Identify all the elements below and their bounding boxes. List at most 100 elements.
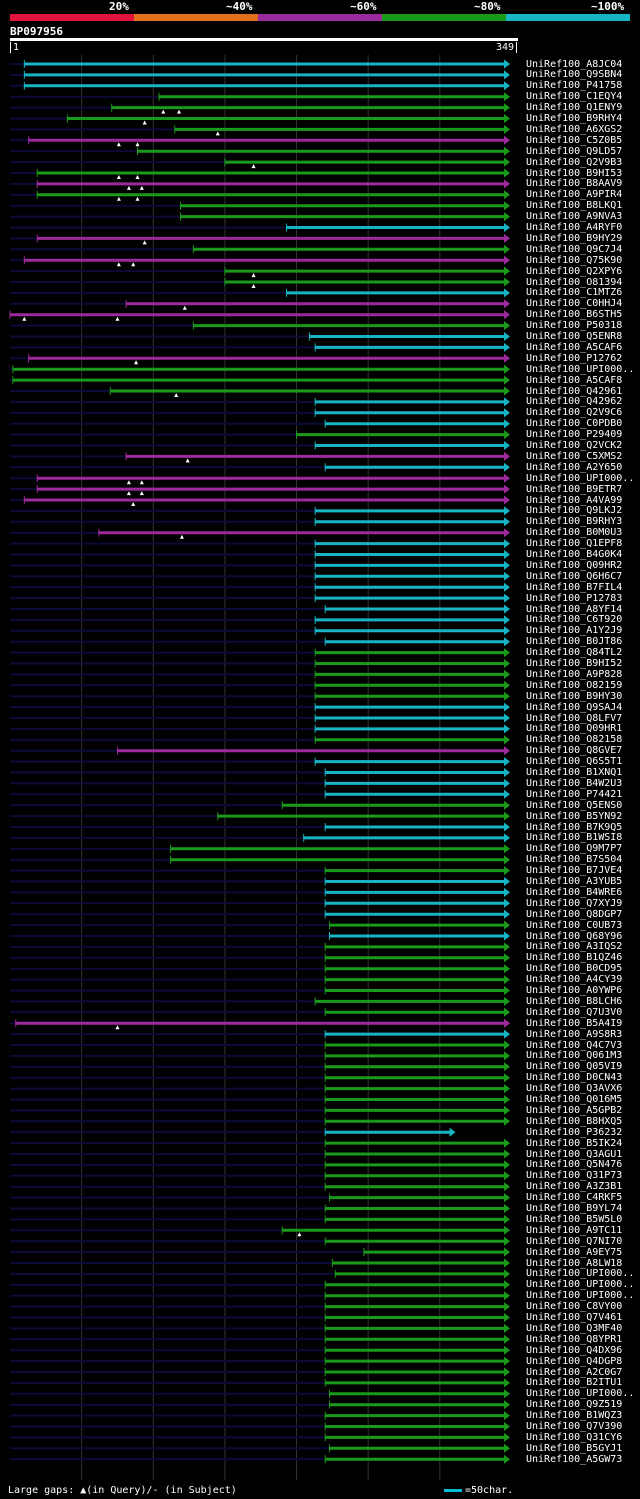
hit-label[interactable]: UniRef100_Q016M5 xyxy=(526,1094,623,1105)
hit-label[interactable]: UniRef100_Q9LKJ2 xyxy=(526,505,623,517)
hit-label[interactable]: UniRef100_UPI000.. xyxy=(526,1290,635,1302)
hit-label[interactable]: UniRef100_Q1ENY9 xyxy=(526,102,623,114)
hit-label[interactable]: UniRef100_Q061M3 xyxy=(526,1050,623,1062)
hit-label[interactable]: UniRef100_Q31P73 xyxy=(526,1170,623,1182)
hit-label[interactable]: UniRef100_O82159 xyxy=(526,679,623,691)
hit-label[interactable]: UniRef100_Q8DGP7 xyxy=(526,908,623,920)
hit-label[interactable]: UniRef100_Q8GVE7 xyxy=(526,745,623,757)
hit-label[interactable]: UniRef100_B8AAV9 xyxy=(526,178,623,190)
hit-label[interactable]: UniRef100_Q4DGP8 xyxy=(526,1355,623,1367)
hit-label[interactable]: UniRef100_Q7NI70 xyxy=(526,1235,623,1247)
hit-label[interactable]: UniRef100_A5GW73 xyxy=(526,1453,623,1465)
hit-label[interactable]: UniRef100_B8LKQ1 xyxy=(526,200,623,212)
hit-label[interactable]: UniRef100_UPI000.. xyxy=(526,363,635,375)
hit-label[interactable]: UniRef100_B8LCH6 xyxy=(526,995,623,1007)
hit-label[interactable]: UniRef100_C0HHJ4 xyxy=(526,298,623,310)
hit-label[interactable]: UniRef100_Q1EPF8 xyxy=(526,538,623,550)
hit-label[interactable]: UniRef100_O81394 xyxy=(526,276,623,288)
hit-label[interactable]: UniRef100_P74421 xyxy=(526,788,623,800)
hit-label[interactable]: UniRef100_Q7V390 xyxy=(526,1421,623,1432)
hit-label[interactable]: UniRef100_UPI000.. xyxy=(526,472,635,484)
hit-label[interactable]: UniRef100_C5XMS2 xyxy=(526,450,623,462)
hit-label[interactable]: UniRef100_B7JVE4 xyxy=(526,865,623,877)
hit-label[interactable]: UniRef100_C4RKF5 xyxy=(526,1192,623,1204)
hit-label[interactable]: UniRef100_B9RHY3 xyxy=(526,516,623,528)
hit-label[interactable]: UniRef100_C5Z0B5 xyxy=(526,134,623,146)
hit-label[interactable]: UniRef100_A5CAF8 xyxy=(526,374,623,386)
hit-label[interactable]: UniRef100_A2C0G7 xyxy=(526,1366,623,1378)
hit-label[interactable]: UniRef100_Q3AVX6 xyxy=(526,1083,623,1095)
hit-label[interactable]: UniRef100_Q9Z519 xyxy=(526,1399,623,1411)
hit-label[interactable]: UniRef100_UPI000.. xyxy=(526,1388,635,1400)
hit-label[interactable]: UniRef100_Q8LFV7 xyxy=(526,712,623,724)
hit-label[interactable]: UniRef100_Q9M7P7 xyxy=(526,843,623,855)
hit-label[interactable]: UniRef100_UPI000.. xyxy=(526,1268,635,1280)
hit-label[interactable]: UniRef100_A3IQS2 xyxy=(526,941,623,953)
hit-label[interactable]: UniRef100_Q8YPR1 xyxy=(526,1333,623,1345)
hit-label[interactable]: UniRef100_B9HY29 xyxy=(526,232,623,244)
hit-label[interactable]: UniRef100_B9ETR7 xyxy=(526,483,623,495)
hit-label[interactable]: UniRef100_B0CD95 xyxy=(526,963,623,975)
hit-label[interactable]: UniRef100_A4VA99 xyxy=(526,494,623,506)
hit-label[interactable]: UniRef100_B9HI52 xyxy=(526,658,623,669)
hit-label[interactable]: UniRef100_Q4DX96 xyxy=(526,1344,623,1356)
hit-label[interactable]: UniRef100_A1Y2J9 xyxy=(526,625,623,637)
hit-label[interactable]: UniRef100_B0JT86 xyxy=(526,636,623,648)
hit-label[interactable]: UniRef100_B9RHY4 xyxy=(526,113,623,124)
hit-label[interactable]: UniRef100_Q9C7J4 xyxy=(526,243,623,255)
hit-label[interactable]: UniRef100_P36232 xyxy=(526,1126,623,1138)
hit-label[interactable]: UniRef100_B4G0K4 xyxy=(526,549,623,560)
hit-label[interactable]: UniRef100_B5W5L0 xyxy=(526,1213,623,1225)
hit-label[interactable]: UniRef100_B7S504 xyxy=(526,854,623,866)
hit-label[interactable]: UniRef100_A6XGS2 xyxy=(526,123,623,135)
hit-label[interactable]: UniRef100_A9NVA3 xyxy=(526,211,623,223)
hit-label[interactable]: UniRef100_A3YUB5 xyxy=(526,876,623,887)
hit-label[interactable]: UniRef100_A9TC11 xyxy=(526,1224,623,1236)
hit-label[interactable]: UniRef100_Q2XPY6 xyxy=(526,265,623,277)
hit-label[interactable]: UniRef100_A5CAF6 xyxy=(526,341,623,353)
hit-label[interactable]: UniRef100_Q84TL2 xyxy=(526,647,623,659)
hit-label[interactable]: UniRef100_C8VY00 xyxy=(526,1301,623,1313)
hit-label[interactable]: UniRef100_C6T920 xyxy=(526,614,623,626)
hit-label[interactable]: UniRef100_Q75K90 xyxy=(526,254,623,266)
hit-label[interactable]: UniRef100_B7K9Q5 xyxy=(526,821,623,833)
hit-label[interactable]: UniRef100_Q09HR1 xyxy=(526,723,623,735)
hit-label[interactable]: UniRef100_O82158 xyxy=(526,734,623,746)
hit-label[interactable]: UniRef100_B6STH5 xyxy=(526,309,623,321)
hit-label[interactable]: UniRef100_A2Y650 xyxy=(526,461,623,473)
hit-label[interactable]: UniRef100_B1WQZ3 xyxy=(526,1410,623,1422)
hit-label[interactable]: UniRef100_A4CY39 xyxy=(526,974,623,986)
hit-label[interactable]: UniRef100_A9EY75 xyxy=(526,1246,623,1258)
hit-label[interactable]: UniRef100_Q7V461 xyxy=(526,1312,623,1323)
hit-label[interactable]: UniRef100_Q6H6C7 xyxy=(526,570,623,582)
hit-label[interactable]: UniRef100_C1EQY4 xyxy=(526,91,623,103)
hit-label[interactable]: UniRef100_B5A4I9 xyxy=(526,1017,623,1029)
hit-label[interactable]: UniRef100_B5GYJ1 xyxy=(526,1442,623,1454)
hit-label[interactable]: UniRef100_Q5ENR8 xyxy=(526,331,623,342)
hit-label[interactable]: UniRef100_B2ITU1 xyxy=(526,1377,623,1389)
hit-label[interactable]: UniRef100_A9S8R3 xyxy=(526,1028,623,1040)
hit-label[interactable]: UniRef100_P50318 xyxy=(526,320,623,332)
hit-label[interactable]: UniRef100_B1XNQ1 xyxy=(526,767,623,778)
hit-label[interactable]: UniRef100_D0CN43 xyxy=(526,1072,623,1084)
hit-label[interactable]: UniRef100_A8LW18 xyxy=(526,1257,623,1269)
hit-label[interactable]: UniRef100_A8YF14 xyxy=(526,603,623,615)
hit-label[interactable]: UniRef100_Q5ENS0 xyxy=(526,799,623,811)
hit-label[interactable]: UniRef100_P12783 xyxy=(526,592,623,604)
hit-label[interactable]: UniRef100_A0YWP6 xyxy=(526,985,623,996)
hit-label[interactable]: UniRef100_B9HI53 xyxy=(526,167,623,179)
hit-label[interactable]: UniRef100_Q68Y96 xyxy=(526,930,623,942)
hit-label[interactable]: UniRef100_Q2V9C6 xyxy=(526,407,623,419)
hit-label[interactable]: UniRef100_B1WSI8 xyxy=(526,832,623,844)
hit-label[interactable]: UniRef100_Q6S5T1 xyxy=(526,756,623,768)
hit-label[interactable]: UniRef100_A5GPB2 xyxy=(526,1104,623,1116)
hit-label[interactable]: UniRef100_Q9SAJ4 xyxy=(526,701,623,713)
hit-label[interactable]: UniRef100_B5IK24 xyxy=(526,1137,623,1149)
hit-label[interactable]: UniRef100_Q09HR2 xyxy=(526,559,623,571)
hit-label[interactable]: UniRef100_A4RYF0 xyxy=(526,222,623,233)
hit-label[interactable]: UniRef100_UPI000.. xyxy=(526,1279,635,1291)
hit-label[interactable]: UniRef100_Q5N476 xyxy=(526,1159,623,1171)
hit-label[interactable]: UniRef100_Q3MF40 xyxy=(526,1322,623,1334)
hit-label[interactable]: UniRef100_P29409 xyxy=(526,429,623,441)
hit-label[interactable]: UniRef100_A9PIR4 xyxy=(526,189,623,201)
